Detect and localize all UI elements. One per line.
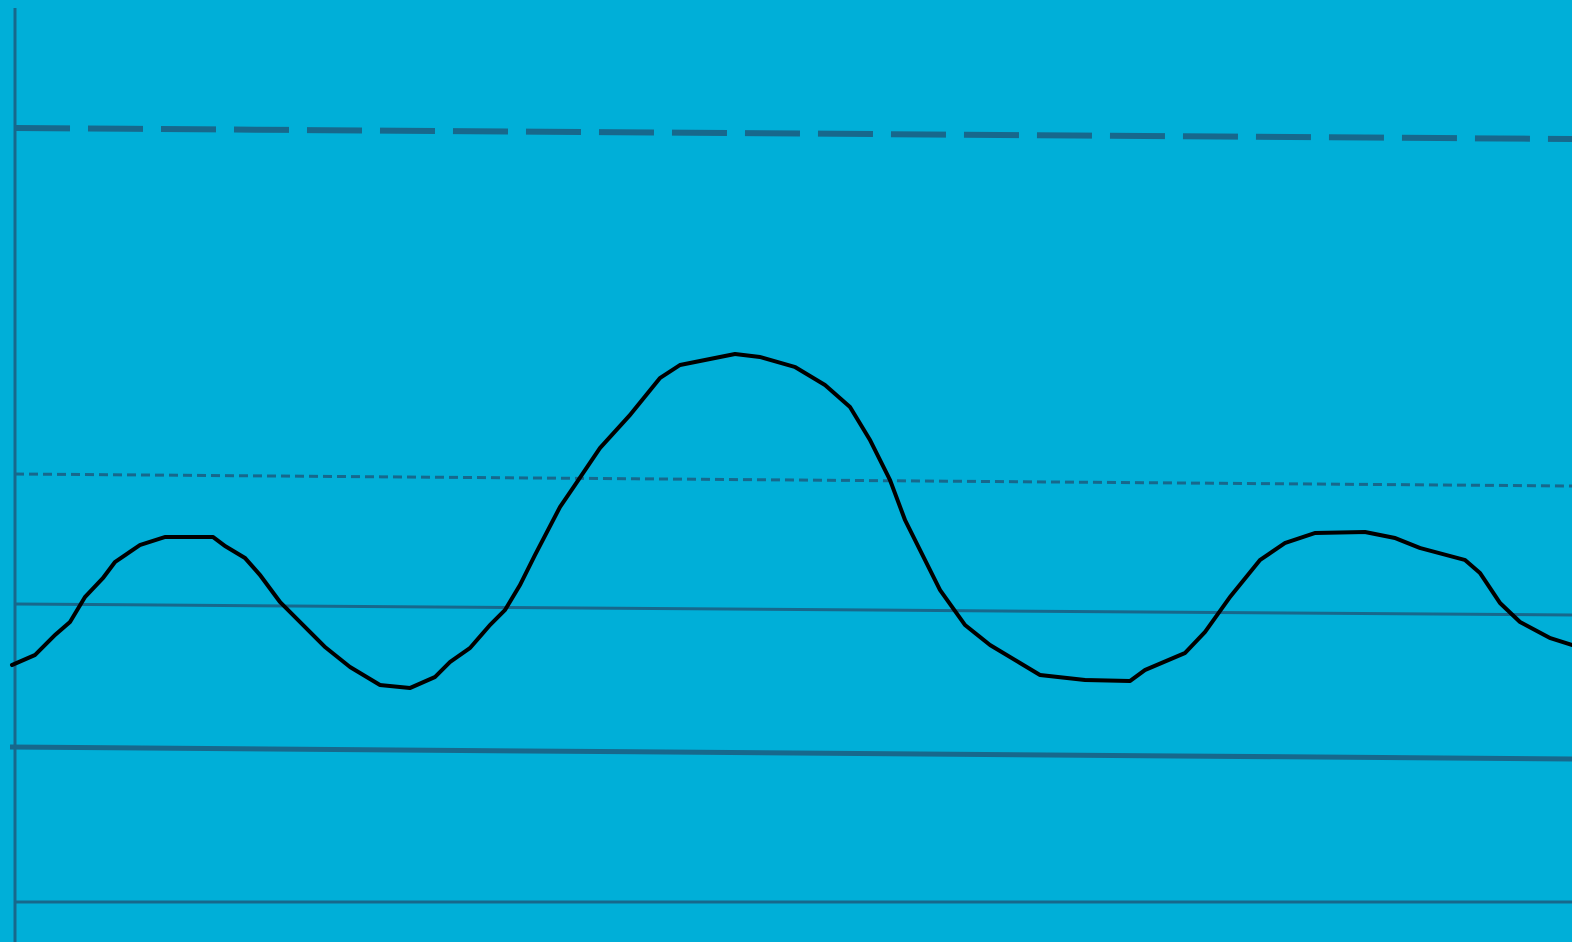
dashed-line [14,125,1572,142]
dotted-line [14,472,1572,488]
thick-line [9,744,1572,762]
thin-line [14,602,1572,617]
wave-curve [10,352,1572,690]
